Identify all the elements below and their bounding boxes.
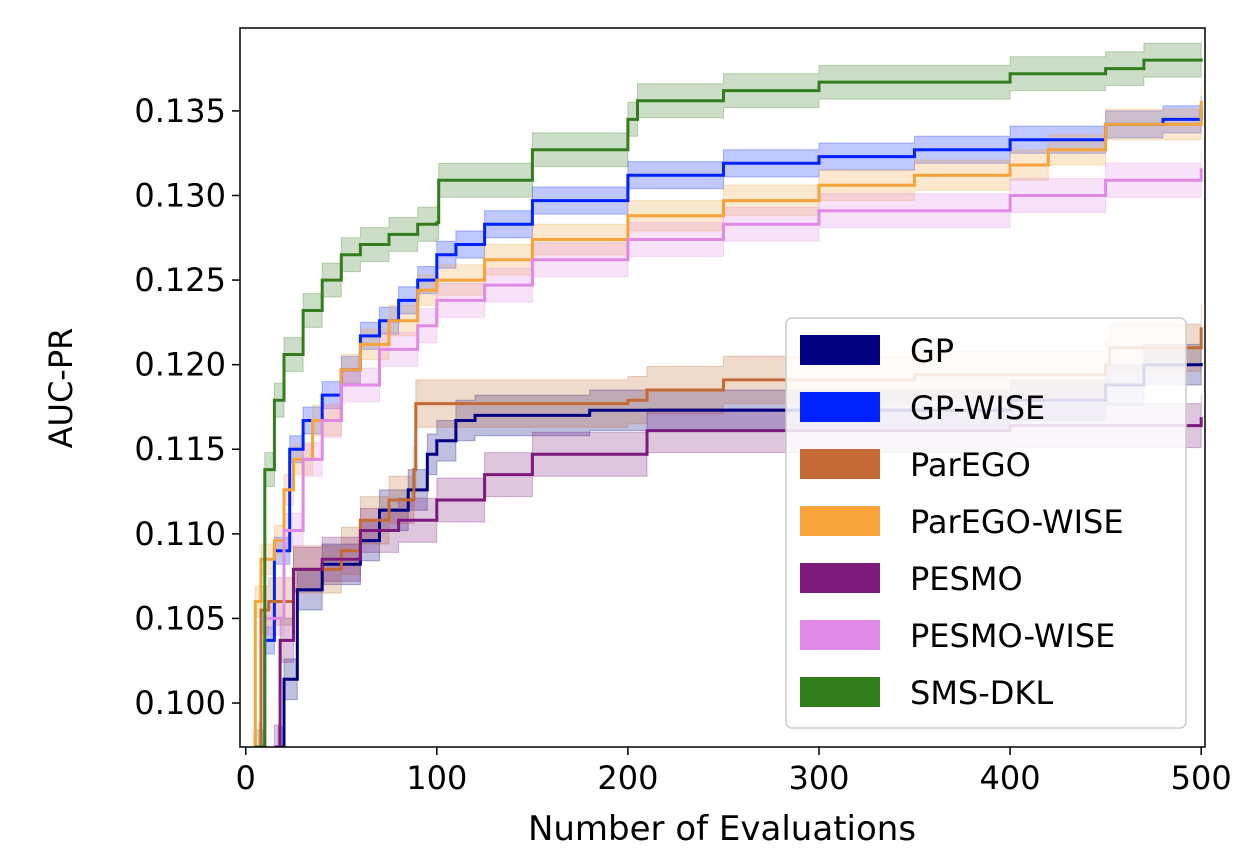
y-tick-label: 0.105	[134, 599, 226, 637]
legend-swatch	[800, 506, 880, 536]
y-axis-label: AUC-PR	[42, 328, 80, 449]
y-axis: 0.100 0.105 0.110 0.115 0.120 0.125 0.130 0.135	[134, 92, 240, 722]
x-tick-label: 0	[236, 759, 256, 797]
x-tick-label: 400	[980, 759, 1041, 797]
legend-box	[785, 317, 1187, 729]
legend-label: ParEGO-WISE	[910, 503, 1124, 541]
band-pesmo	[273, 395, 1202, 747]
legend-swatch	[800, 335, 880, 365]
line-gp-wise	[261, 109, 1203, 747]
line-pesmo-wise	[261, 168, 1203, 747]
x-axis-label: Number of Evaluations	[528, 809, 916, 849]
x-tick-label: 300	[788, 759, 849, 797]
line-sms-dkl	[255, 58, 1203, 747]
legend-label: SMS-DKL	[910, 674, 1053, 712]
x-axis: 0 100 200 300 400 500	[236, 747, 1232, 797]
line-pesmo	[274, 417, 1203, 747]
x-tick-label: 500	[1171, 759, 1232, 797]
legend-swatch	[800, 449, 880, 479]
band-sms-dkl	[254, 41, 1202, 747]
legend-swatch	[800, 563, 880, 593]
legend-label: PESMO-WISE	[910, 617, 1115, 655]
y-tick-label: 0.115	[134, 430, 226, 468]
plot-frame	[239, 27, 1206, 748]
legend-label: GP-WISE	[910, 389, 1045, 427]
x-tick-label: 100	[406, 759, 467, 797]
legend-label: PESMO	[910, 560, 1023, 598]
y-tick-label: 0.120	[134, 346, 226, 384]
legend-swatch	[800, 677, 880, 707]
legend-swatch	[800, 620, 880, 650]
y-tick-label: 0.130	[134, 176, 226, 214]
legend-swatch	[800, 392, 880, 422]
y-tick-label: 0.135	[134, 92, 226, 130]
legend-label: ParEGO	[910, 446, 1031, 484]
legend-label: GP	[910, 332, 954, 370]
y-tick-label: 0.100	[134, 684, 226, 722]
y-tick-label: 0.110	[134, 515, 226, 553]
x-tick-label: 200	[597, 759, 658, 797]
y-tick-label: 0.125	[134, 261, 226, 299]
legend: GP GP-WISE ParEGO ParEGO-WISE PESMO PESMO-WIS…	[785, 317, 1187, 729]
